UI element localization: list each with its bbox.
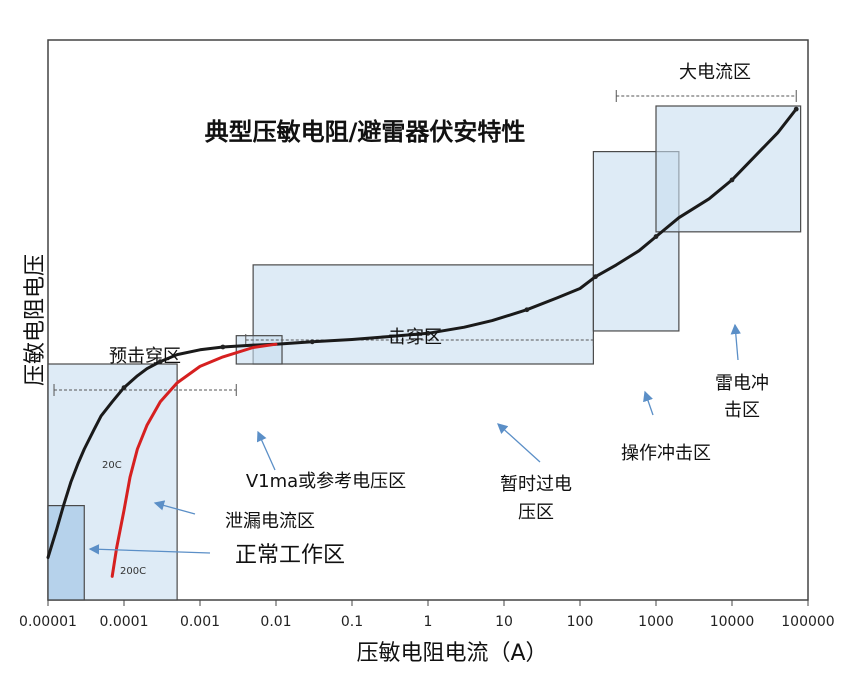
x-tick-label-10: 100000 (781, 614, 834, 630)
x-tick-label-3: 0.01 (260, 614, 291, 630)
series-point-30 (653, 234, 659, 239)
x-tick-label-5: 1 (424, 614, 433, 630)
annotation-arrow-3 (497, 423, 541, 463)
label-temporary-overvoltage-2: 压区 (518, 502, 554, 523)
label-switching-impulse: 操作冲击区 (621, 443, 711, 464)
label-200c: 200C (120, 566, 146, 577)
x-tick-label-4: 0.1 (341, 614, 363, 630)
label-20c: 20C (102, 460, 122, 471)
series-point-15 (220, 344, 226, 350)
series-point-12 (157, 359, 163, 365)
label-normal-operation: 正常工作区 (235, 543, 345, 568)
series-line-200C (110, 342, 278, 578)
series-point-27 (593, 274, 598, 280)
annotation-arrow-4 (643, 390, 654, 416)
label-lightning-impulse-1: 雷电冲 (715, 373, 769, 394)
x-tick-label-1: 0.0001 (100, 614, 149, 630)
label-temporary-overvoltage-1: 暂时过电 (500, 474, 572, 495)
annotation-arrow-1 (88, 544, 211, 555)
region-box-0 (47, 505, 85, 601)
chart-title: 典型压敏电阻/避雷器伏安特性 (205, 118, 526, 146)
x-axis-ticks: 0.00001 0.0001 0.001 0.01 0.1 1 10 100 1000 10000… (19, 600, 835, 630)
x-tick-label-0: 0.00001 (19, 614, 77, 630)
series-point-9 (121, 385, 127, 390)
series-point-24 (524, 307, 530, 313)
region-box-3 (252, 264, 594, 365)
label-lightning-impulse-2: 击区 (724, 400, 760, 421)
series-point-33 (729, 177, 735, 183)
series-lines (46, 106, 799, 578)
x-tick-label-7: 100 (567, 614, 594, 630)
series-point-36 (793, 106, 799, 112)
series-point-18 (309, 339, 315, 345)
y-axis-title: 压敏电阻电压 (23, 254, 48, 386)
x-tick-label-9: 10000 (710, 614, 755, 630)
x-tick-label-6: 10 (495, 614, 513, 630)
region-box-5 (655, 105, 802, 233)
label-breakdown: 击穿区 (388, 327, 442, 348)
range-markers (53, 90, 797, 396)
x-axis-title: 压敏电阻电流（A） (356, 641, 547, 666)
label-reference-voltage: V1ma或参考电压区 (246, 471, 406, 492)
annotation-arrow-0 (153, 500, 196, 515)
label-pre-breakdown: 预击穿区 (109, 346, 181, 367)
annotation-arrows (88, 323, 741, 555)
x-tick-label-8: 1000 (638, 614, 674, 630)
annotation-arrow-5 (730, 323, 741, 361)
label-leakage-current: 泄漏电流区 (225, 511, 315, 532)
series-point-21 (425, 330, 431, 336)
x-tick-label-2: 0.001 (180, 614, 220, 630)
annotation-arrow-2 (256, 430, 276, 471)
label-high-current: 大电流区 (679, 62, 751, 83)
